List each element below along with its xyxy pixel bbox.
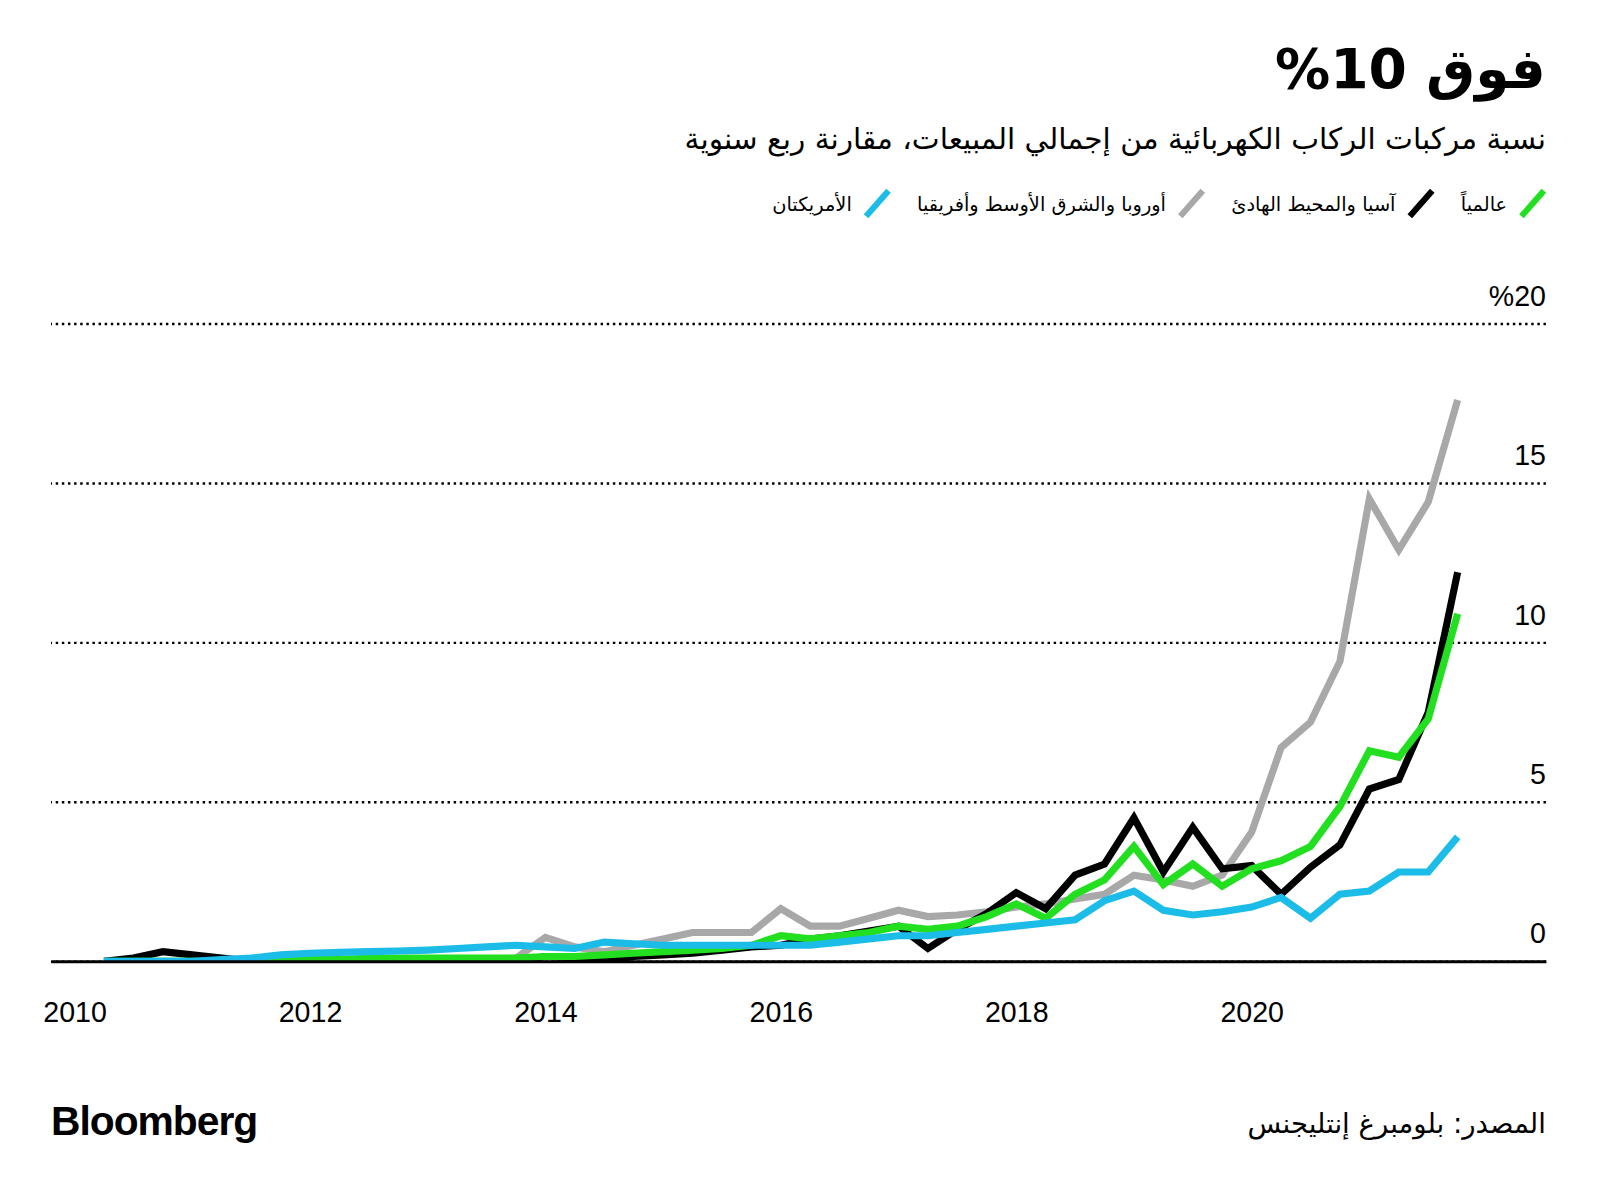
y-axis-line <box>1546 324 1547 962</box>
legend-swatch <box>1521 191 1543 217</box>
legend-swatch <box>866 191 888 217</box>
x-tick: 2016 <box>750 961 814 1028</box>
x-tick-label: 2016 <box>750 996 814 1028</box>
x-tick: 2014 <box>514 961 578 1028</box>
x-tick: 2012 <box>279 961 343 1028</box>
chart: فوق 10% نسبة مركبات الركاب الكهربائية من … <box>0 0 1600 1198</box>
series-line <box>104 614 1458 962</box>
legend-label: آسيا والمحيط الهادئ <box>1231 192 1397 216</box>
grid-line <box>51 482 1546 484</box>
x-axis-line <box>52 960 1547 963</box>
legend-item: آسيا والمحيط الهادئ <box>1231 191 1432 217</box>
legend-label: عالمياً <box>1461 191 1507 216</box>
legend-item: عالمياً <box>1461 191 1544 217</box>
legend-label: الأمريكتان <box>772 192 852 216</box>
grid-line <box>51 801 1546 803</box>
legend-swatch <box>1180 191 1202 217</box>
brand: Bloomberg <box>51 1098 257 1144</box>
y-tick-label: 5 <box>1530 758 1546 790</box>
grid-line <box>51 961 1546 963</box>
y-tick-label: %20 <box>1489 280 1546 312</box>
y-tick-label: 0 <box>1530 917 1546 949</box>
source: المصدر: بلومبرغ إنتليجنس <box>1247 1107 1545 1140</box>
series-line <box>104 837 1458 961</box>
series-line <box>104 572 1458 961</box>
series-line <box>104 400 1458 961</box>
x-tick-label: 2014 <box>514 996 578 1028</box>
title: فوق 10% <box>1275 37 1546 102</box>
legend-swatch <box>1410 191 1432 217</box>
x-tick: 2020 <box>1220 961 1284 1028</box>
grid-line <box>51 642 1546 644</box>
legend-label: أوروبا والشرق الأوسط وأفريقيا <box>917 192 1166 216</box>
x-axis: 2010 2012 2014 2016 2018 2020 <box>43 961 1546 1028</box>
y-tick-label: 10 <box>1514 599 1546 631</box>
x-tick-label: 2018 <box>985 996 1049 1028</box>
x-tick: 2010 <box>43 961 107 1028</box>
x-tick-label: 2010 <box>43 996 107 1028</box>
y-tick-label: 15 <box>1514 439 1546 471</box>
y-tick: 15 <box>51 439 1546 483</box>
legend-item: أوروبا والشرق الأوسط وأفريقيا <box>917 191 1203 217</box>
subtitle: نسبة مركبات الركاب الكهربائية من إجمالي … <box>685 122 1546 157</box>
y-tick: 5 <box>51 758 1546 802</box>
plot-area <box>104 400 1458 961</box>
x-tick-label: 2012 <box>279 996 343 1028</box>
y-tick: 10 <box>51 599 1546 643</box>
legend-item: الأمريكتان <box>772 191 888 217</box>
legend: عالمياً آسيا والمحيط الهادئ أوروبا والشرق … <box>772 191 1544 217</box>
x-tick-label: 2020 <box>1220 996 1284 1028</box>
y-axis: 0 5 10 15 %20 <box>51 280 1546 962</box>
x-tick: 2018 <box>985 961 1049 1028</box>
grid-line <box>51 323 1546 325</box>
y-tick: %20 <box>51 280 1546 324</box>
